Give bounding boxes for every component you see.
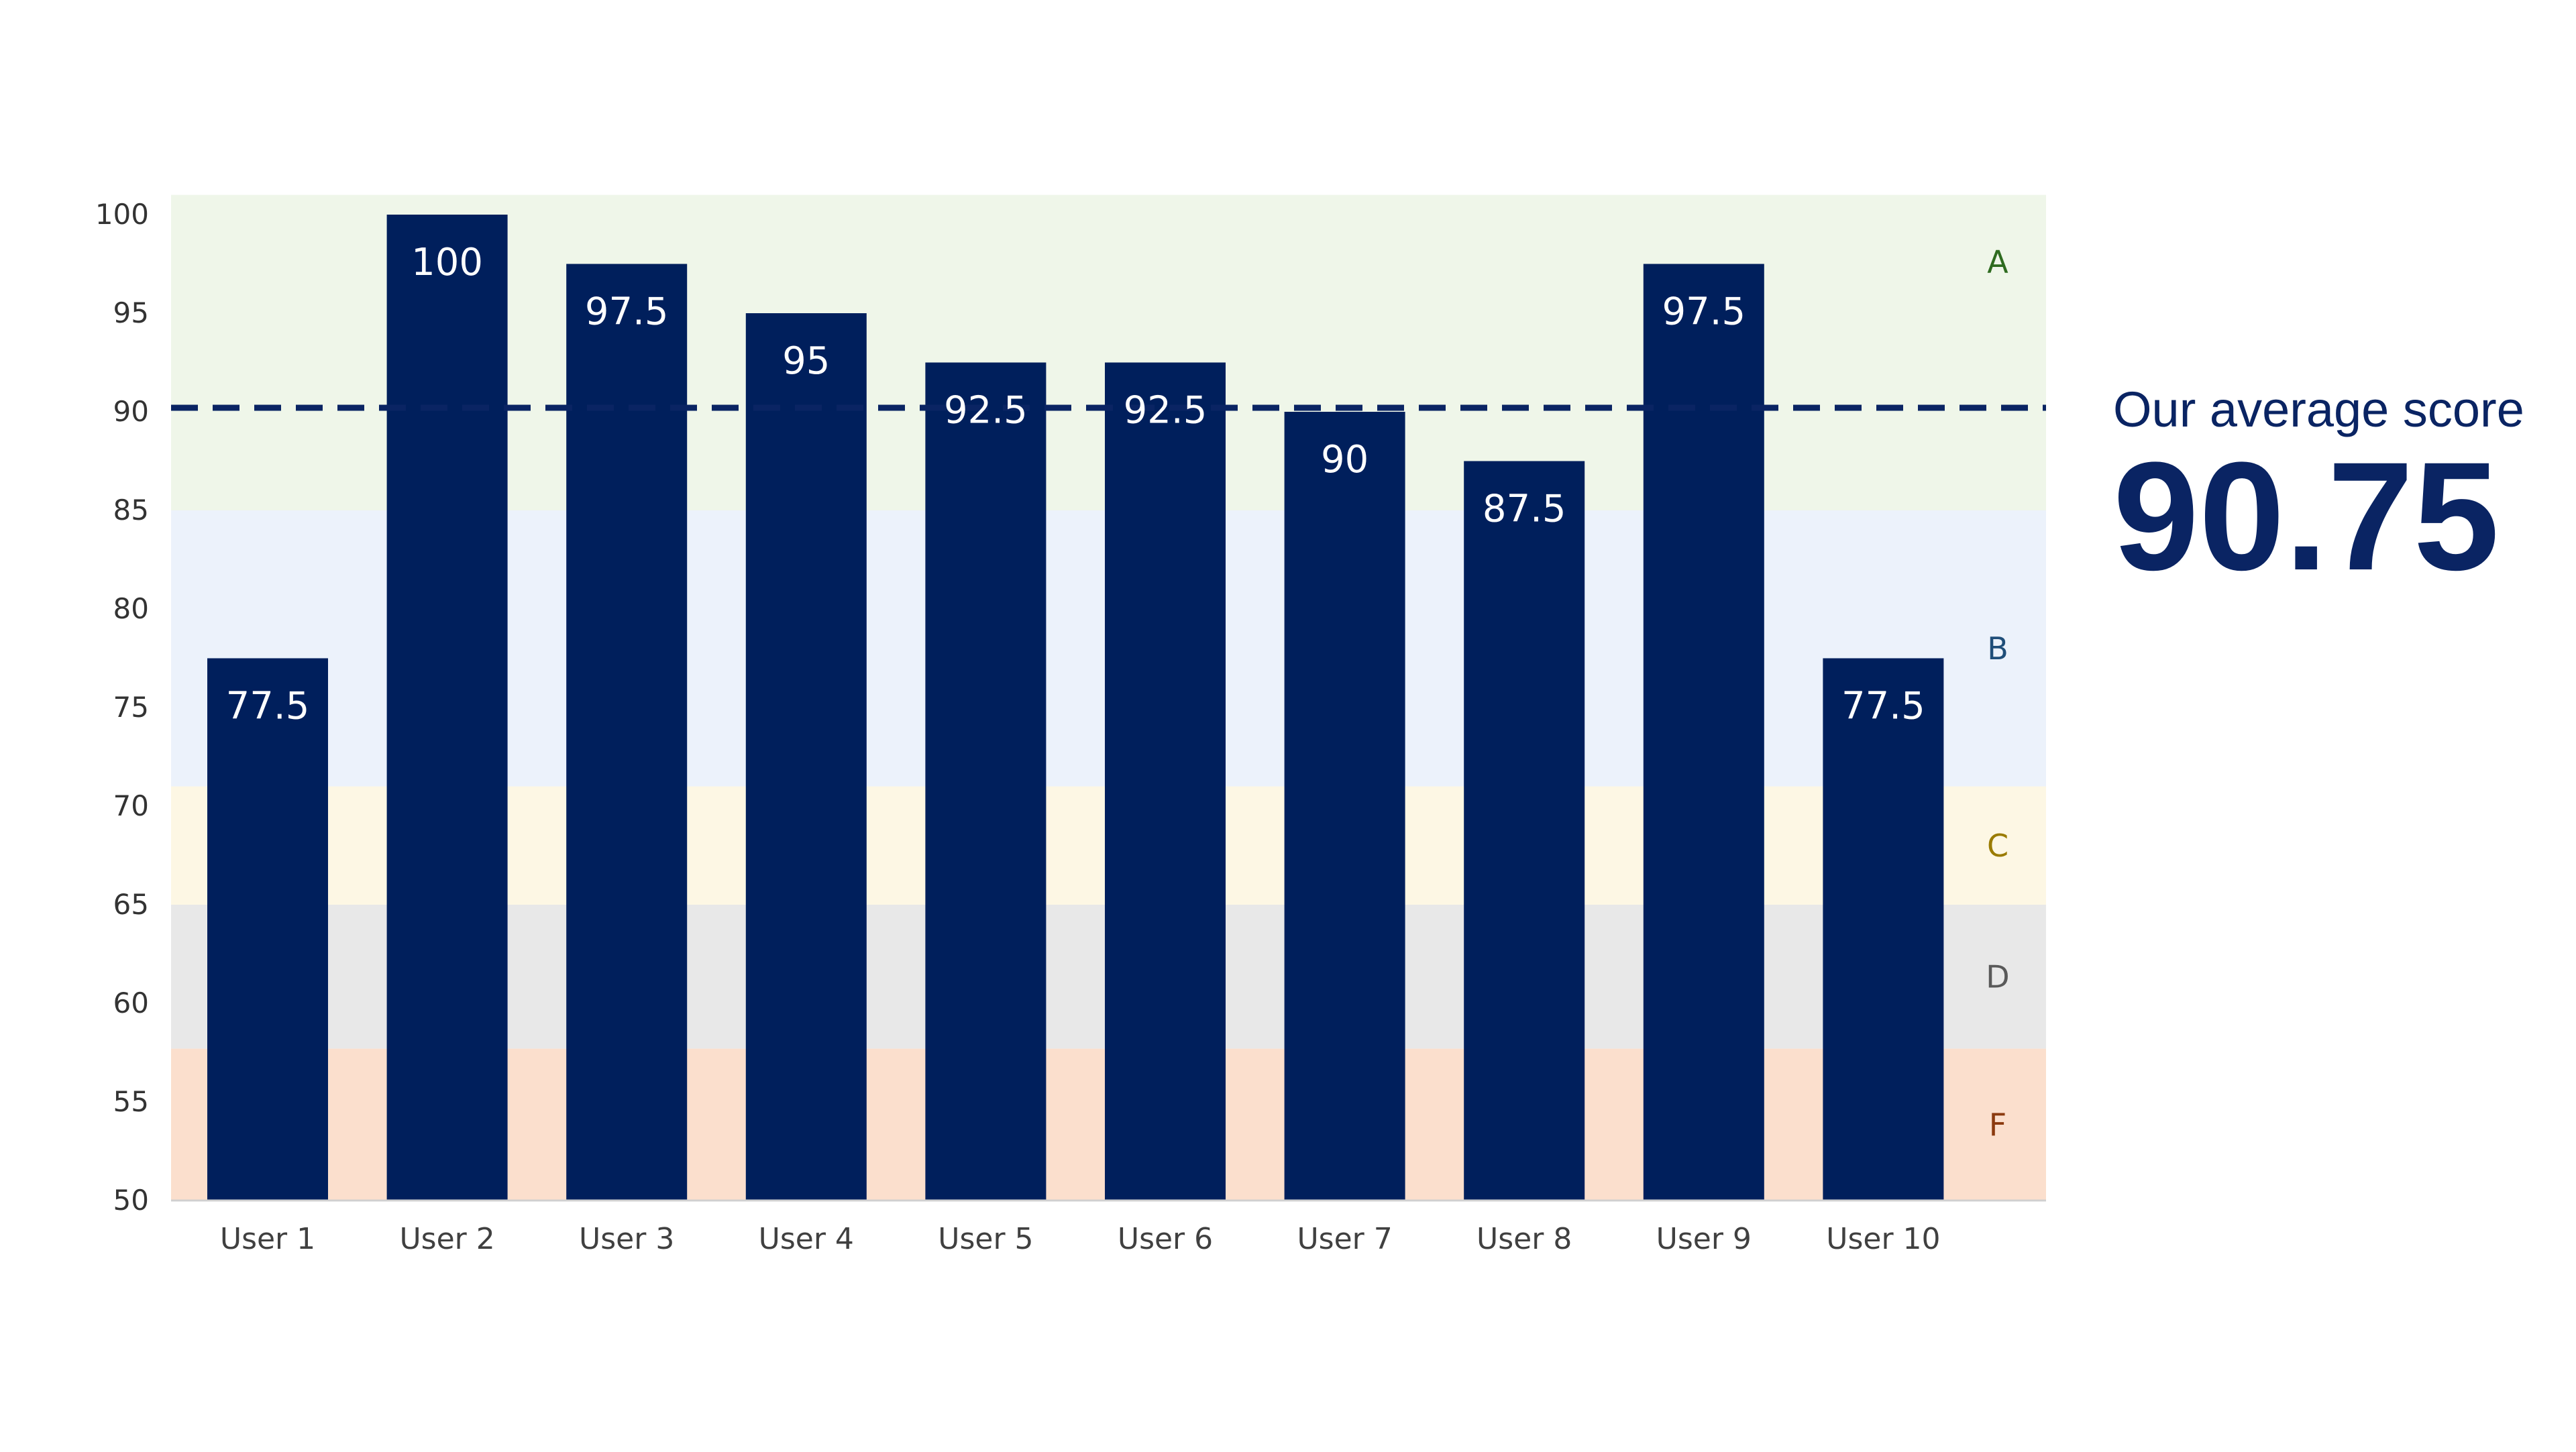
x-tick-label: User 7 xyxy=(1297,1222,1392,1256)
x-tick-label: User 2 xyxy=(399,1222,494,1256)
bar-10 xyxy=(1823,658,1944,1200)
y-tick-label: 60 xyxy=(113,987,149,1019)
bar-2 xyxy=(386,215,508,1200)
data-label-6: 92.5 xyxy=(1124,389,1208,433)
bar-8 xyxy=(1464,461,1585,1200)
y-tick-label: 95 xyxy=(113,296,149,329)
data-label-7: 90 xyxy=(1321,438,1368,482)
data-label-4: 95 xyxy=(782,339,830,383)
data-label-2: 100 xyxy=(411,241,483,284)
data-label-10: 77.5 xyxy=(1841,685,1925,728)
grade-label-d: D xyxy=(1986,958,2009,995)
grade-label-f: F xyxy=(1989,1107,2006,1143)
average-score-label: Our average score xyxy=(2113,382,2524,437)
bar-4 xyxy=(745,313,867,1200)
y-tick-label: 55 xyxy=(113,1085,149,1118)
grade-label-c: C xyxy=(1987,828,2008,864)
y-tick-label: 90 xyxy=(113,395,149,428)
bar-7 xyxy=(1284,412,1405,1200)
y-tick-label: 50 xyxy=(113,1184,149,1217)
x-tick-label: User 4 xyxy=(759,1222,854,1256)
grade-label-a: A xyxy=(1987,244,2008,280)
y-tick-label: 75 xyxy=(113,691,149,724)
average-score-value: 90.75 xyxy=(2113,430,2500,603)
data-label-9: 97.5 xyxy=(1662,290,1746,334)
y-tick-label: 85 xyxy=(113,494,149,526)
x-tick-label: User 3 xyxy=(579,1222,674,1256)
x-tick-label: User 6 xyxy=(1118,1222,1213,1256)
x-tick-label: User 1 xyxy=(220,1222,315,1256)
data-label-8: 87.5 xyxy=(1483,488,1566,531)
average-score-panel: Our average score 90.75 xyxy=(2113,382,2542,594)
y-tick-label: 70 xyxy=(113,789,149,822)
data-label-1: 77.5 xyxy=(226,685,310,728)
x-tick-label: User 5 xyxy=(938,1222,1033,1256)
bar-6 xyxy=(1105,362,1226,1200)
data-label-5: 92.5 xyxy=(944,389,1028,433)
data-label-3: 97.5 xyxy=(585,290,669,334)
x-tick-label: User 10 xyxy=(1826,1222,1940,1256)
bar-9 xyxy=(1643,264,1764,1200)
x-tick-label: User 9 xyxy=(1656,1222,1752,1256)
y-tick-label: 100 xyxy=(95,198,149,231)
grade-label-b: B xyxy=(1987,630,2008,667)
y-tick-label: 65 xyxy=(113,888,149,921)
bar-5 xyxy=(925,362,1046,1200)
x-tick-label: User 8 xyxy=(1477,1222,1572,1256)
bar-3 xyxy=(566,264,688,1200)
y-tick-label: 80 xyxy=(113,592,149,625)
bar-1 xyxy=(207,658,328,1200)
